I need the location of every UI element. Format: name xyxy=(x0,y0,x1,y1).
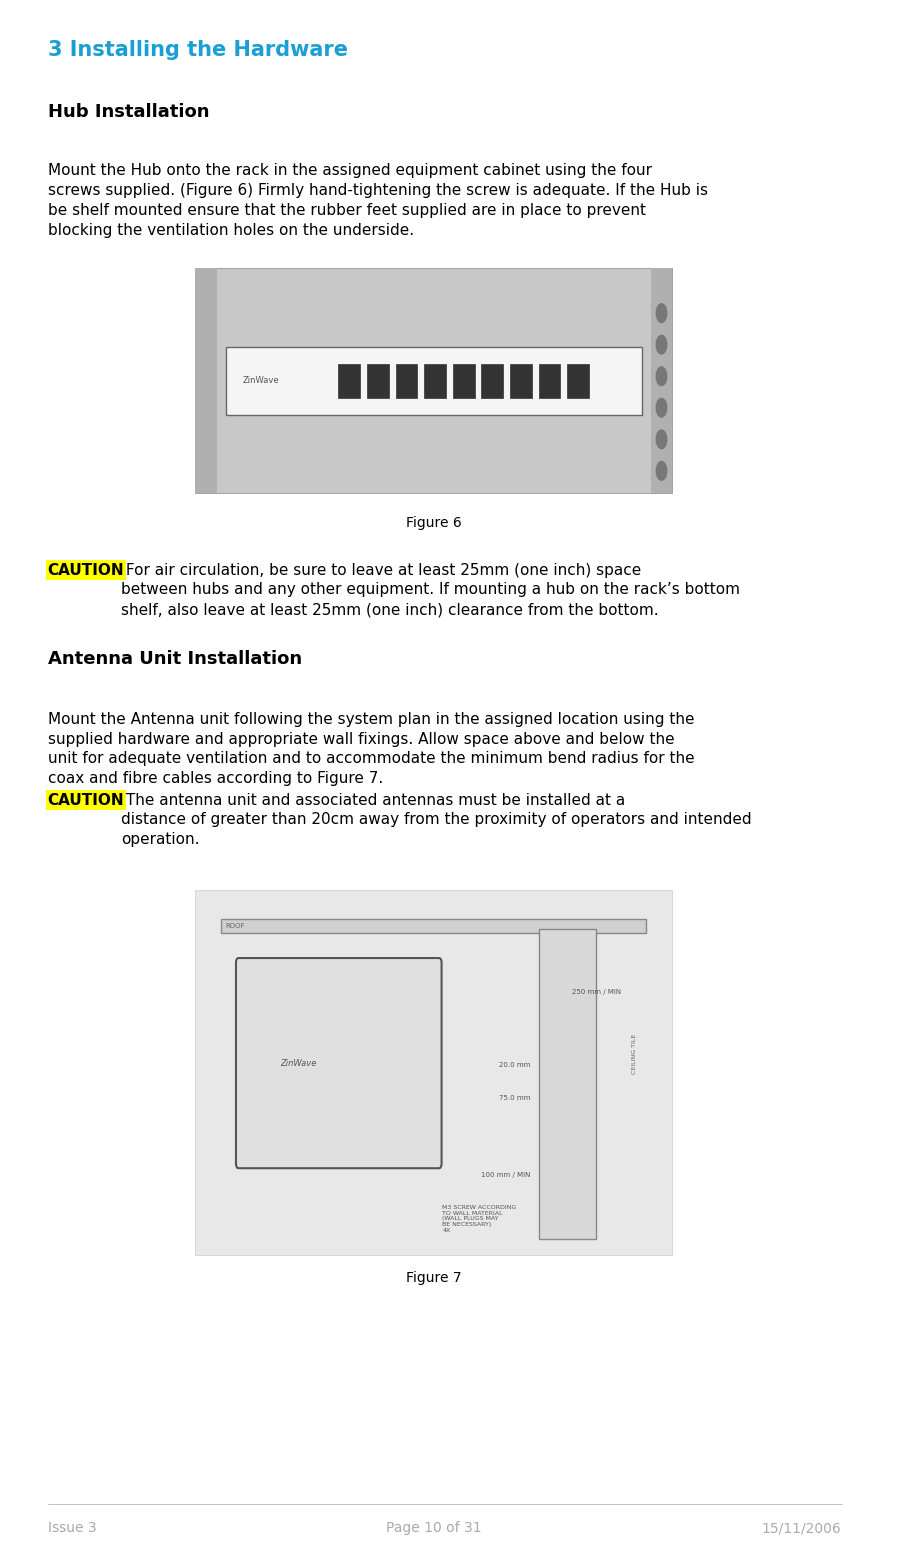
Text: 75.0 mm: 75.0 mm xyxy=(499,1096,530,1100)
Circle shape xyxy=(656,398,667,416)
Text: Figure 6: Figure 6 xyxy=(406,516,462,530)
Text: Figure 7: Figure 7 xyxy=(406,1271,461,1285)
Circle shape xyxy=(656,303,667,323)
FancyBboxPatch shape xyxy=(221,918,646,934)
Text: M3 SCREW ACCORDING
TO WALL MATERIAL
(WALL PLUGS MAY
BE NECESSARY)
4X: M3 SCREW ACCORDING TO WALL MATERIAL (WAL… xyxy=(442,1204,517,1232)
FancyBboxPatch shape xyxy=(453,364,475,398)
Circle shape xyxy=(656,367,667,385)
Circle shape xyxy=(656,336,667,354)
Text: 20.0 mm: 20.0 mm xyxy=(499,1061,530,1068)
FancyBboxPatch shape xyxy=(651,269,672,494)
Text: 3 Installing the Hardware: 3 Installing the Hardware xyxy=(48,40,348,61)
FancyBboxPatch shape xyxy=(195,269,672,494)
Text: The antenna unit and associated antennas must be installed at a
distance of grea: The antenna unit and associated antennas… xyxy=(121,793,752,847)
Circle shape xyxy=(656,462,667,480)
FancyBboxPatch shape xyxy=(424,364,446,398)
Text: Issue 3: Issue 3 xyxy=(48,1521,96,1535)
FancyBboxPatch shape xyxy=(567,364,589,398)
FancyBboxPatch shape xyxy=(226,347,642,415)
Text: Hub Installation: Hub Installation xyxy=(48,103,209,121)
Text: Antenna Unit Installation: Antenna Unit Installation xyxy=(48,650,302,668)
Text: ZinWave: ZinWave xyxy=(243,376,280,385)
Text: 15/11/2006: 15/11/2006 xyxy=(761,1521,841,1535)
FancyBboxPatch shape xyxy=(539,929,596,1240)
Text: 100 mm / MIN: 100 mm / MIN xyxy=(481,1172,530,1178)
Text: CAUTION: CAUTION xyxy=(48,563,124,578)
Circle shape xyxy=(656,430,667,449)
FancyBboxPatch shape xyxy=(367,364,388,398)
FancyBboxPatch shape xyxy=(195,889,672,1256)
FancyBboxPatch shape xyxy=(510,364,532,398)
Text: Mount the Antenna unit following the system plan in the assigned location using : Mount the Antenna unit following the sys… xyxy=(48,712,694,786)
Text: For air circulation, be sure to leave at least 25mm (one inch) space
between hub: For air circulation, be sure to leave at… xyxy=(121,563,741,617)
Text: Mount the Hub onto the rack in the assigned equipment cabinet using the four
scr: Mount the Hub onto the rack in the assig… xyxy=(48,163,708,238)
Text: ZinWave: ZinWave xyxy=(280,1058,316,1068)
Text: 250 mm / MIN: 250 mm / MIN xyxy=(572,988,621,995)
FancyBboxPatch shape xyxy=(338,364,360,398)
FancyBboxPatch shape xyxy=(539,364,560,398)
FancyBboxPatch shape xyxy=(396,364,417,398)
FancyBboxPatch shape xyxy=(236,957,441,1169)
FancyBboxPatch shape xyxy=(482,364,503,398)
Text: ROOF: ROOF xyxy=(226,923,245,929)
Text: CEILING TILE: CEILING TILE xyxy=(632,1033,636,1074)
Text: CAUTION: CAUTION xyxy=(48,793,124,808)
FancyBboxPatch shape xyxy=(195,269,217,494)
Text: Page 10 of 31: Page 10 of 31 xyxy=(386,1521,482,1535)
